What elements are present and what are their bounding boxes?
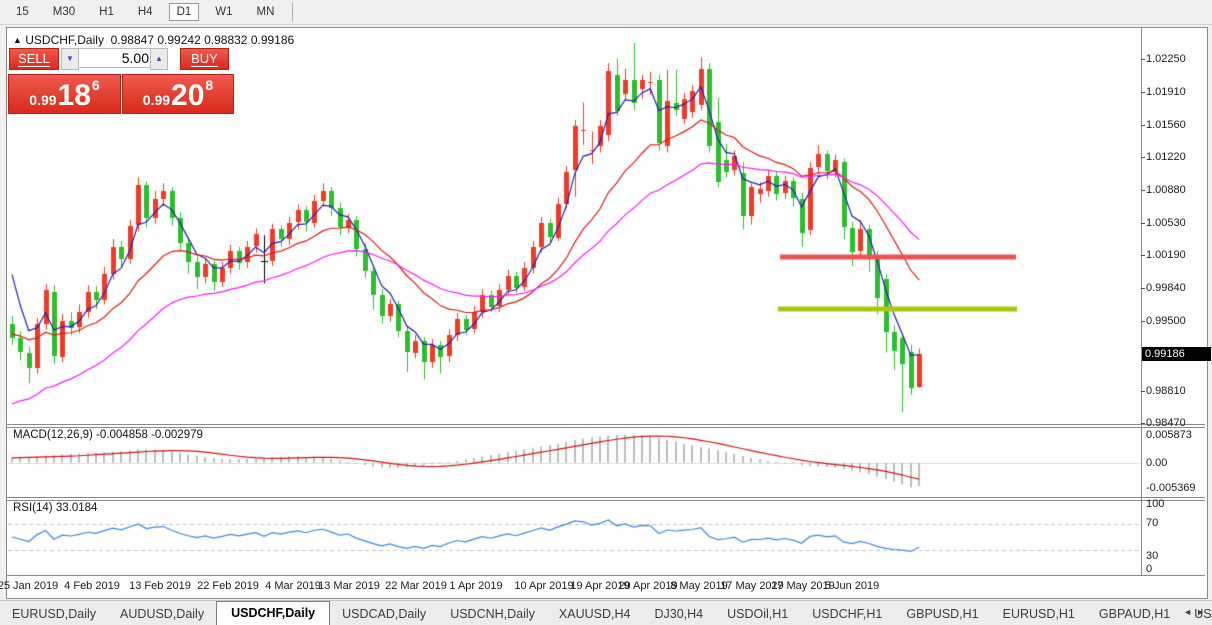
- tab-usdcad-daily[interactable]: USDCAD,Daily: [342, 607, 427, 621]
- collapse-triangle-icon[interactable]: ▲: [13, 35, 22, 45]
- macd-signal-value: -0.002979: [151, 429, 203, 441]
- buy-price-pip: 8: [205, 77, 214, 93]
- timeframe-button-mn[interactable]: MN: [256, 6, 275, 18]
- buy-price-box[interactable]: 0.99 20 8: [122, 74, 234, 114]
- rsi-value: 33.0184: [55, 502, 98, 514]
- sell-price-box[interactable]: 0.99 18 6: [8, 74, 121, 114]
- arrow-up-icon: ▲: [155, 54, 163, 63]
- timeframe-button-w1[interactable]: W1: [215, 6, 233, 18]
- tab-gbpusd-h1[interactable]: GBPUSD,H1: [906, 607, 979, 621]
- tab-xauusd-h4[interactable]: XAUUSD,H4: [558, 607, 631, 621]
- timeframe-button-h1[interactable]: H1: [99, 6, 114, 18]
- tab-eurusd-h1[interactable]: EURUSD,H1: [1002, 607, 1075, 621]
- macd-label: MACD(12,26,9) -0.004858 -0.002979: [13, 429, 203, 441]
- chart-tab-bar: EURUSD,Daily AUDUSD,Daily USDCHF,Daily USDC…: [0, 600, 1212, 625]
- tab-dj30-h4[interactable]: DJ30,H4: [654, 607, 704, 621]
- volume-increase-button[interactable]: ▲: [150, 48, 168, 70]
- buy-price-main: 20: [171, 79, 205, 112]
- rsi-canvas[interactable]: [8, 500, 1141, 575]
- sell-price-prefix: 0.99: [29, 92, 57, 108]
- tab-usdjp[interactable]: USDJP: [1194, 607, 1212, 621]
- scroll-left-icon[interactable]: ◄: [1183, 607, 1197, 617]
- symbol-period-label: USDCHF,Daily: [25, 33, 104, 47]
- price-axis-line: [1141, 28, 1142, 575]
- pane-separator[interactable]: [7, 424, 1205, 428]
- sell-button[interactable]: SELL: [9, 48, 59, 70]
- timeframe-button-15[interactable]: 15: [16, 6, 29, 18]
- tab-audusd-daily[interactable]: AUDUSD,Daily: [120, 607, 205, 621]
- timeframe-toolbar: 15 M30 H1 H4 D1 W1 MN: [0, 0, 1212, 25]
- macd-main-value: -0.004858: [96, 429, 148, 441]
- sell-price-main: 18: [57, 79, 91, 112]
- volume-input[interactable]: [78, 48, 156, 68]
- tab-scroll-buttons[interactable]: ◄►: [1183, 607, 1209, 617]
- ohlc-open: 0.98847: [110, 33, 155, 47]
- timeframe-button-d1[interactable]: D1: [168, 3, 200, 21]
- ohlc-low: 0.98832: [204, 33, 248, 47]
- arrow-down-icon: ▼: [66, 54, 74, 63]
- ohlc-high: 0.99242: [157, 33, 201, 47]
- tab-usdchf-h1[interactable]: USDCHF,H1: [812, 607, 883, 621]
- buy-button[interactable]: BUY: [180, 48, 229, 70]
- volume-decrease-button[interactable]: ▼: [61, 48, 79, 70]
- chart-title: ▲ USDCHF,Daily 0.98847 0.99242 0.98832 0…: [13, 33, 294, 47]
- rsi-label: RSI(14) 33.0184: [13, 502, 98, 514]
- pane-separator[interactable]: [7, 497, 1205, 501]
- timeframe-button-h4[interactable]: H4: [137, 6, 153, 18]
- ohlc-close: 0.99186: [250, 33, 295, 47]
- tab-eurusd-daily[interactable]: EURUSD,Daily: [12, 607, 97, 621]
- macd-canvas[interactable]: [8, 427, 1141, 497]
- buy-price-prefix: 0.99: [142, 92, 171, 108]
- sell-price-pip: 6: [91, 77, 100, 93]
- tab-usdcnh-daily[interactable]: USDCNH,Daily: [450, 607, 535, 621]
- tab-usdchf-daily[interactable]: USDCHF,Daily: [216, 601, 331, 625]
- time-axis-line: [7, 575, 1205, 576]
- tab-usdoil-h1[interactable]: USDOil,H1: [727, 607, 789, 621]
- timeframe-button-m30[interactable]: M30: [52, 6, 76, 18]
- toolbar-separator: [292, 2, 294, 22]
- tab-gbpaud-h1[interactable]: GBPAUD,H1: [1098, 607, 1171, 621]
- current-price-tag: 0.99186: [1142, 347, 1211, 361]
- scroll-right-icon[interactable]: ►: [1196, 607, 1209, 617]
